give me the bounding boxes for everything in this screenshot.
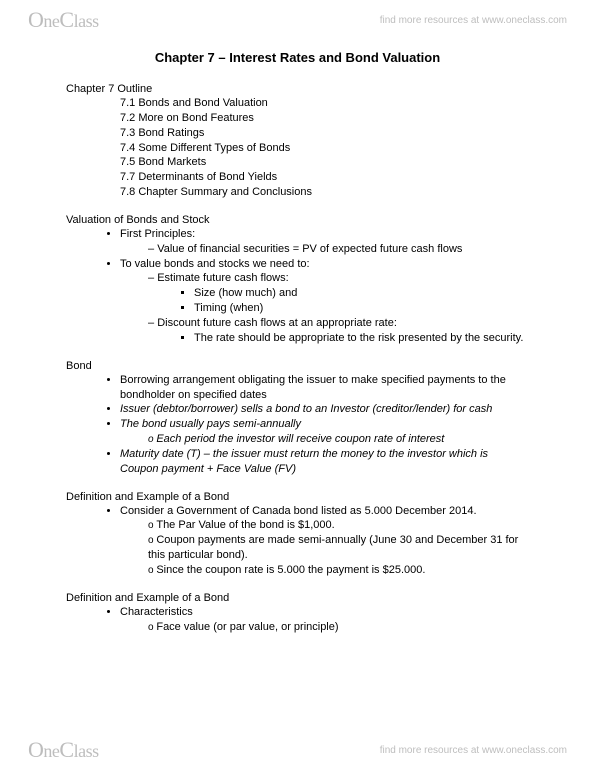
- watermark-bottom: OneClass find more resources at www.onec…: [0, 730, 595, 770]
- resources-link-bottom: find more resources at www.oneclass.com: [380, 745, 567, 756]
- list-item: Estimate future cash flows: Size (how mu…: [148, 271, 529, 316]
- outline-item: 7.1 Bonds and Bond Valuation: [120, 96, 529, 111]
- definition1-list: Consider a Government of Canada bond lis…: [120, 504, 529, 578]
- outline-list: 7.1 Bonds and Bond Valuation 7.2 More on…: [120, 96, 529, 200]
- item-text: Consider a Government of Canada bond lis…: [120, 505, 477, 517]
- outline-heading: Chapter 7 Outline: [66, 83, 529, 95]
- list-item: Face value (or par value, or principle): [148, 620, 529, 635]
- item-text: The rate should be appropriate to the ri…: [194, 332, 523, 344]
- logo-top: OneClass: [28, 7, 99, 33]
- item-text: To value bonds and stocks we need to:: [120, 258, 310, 270]
- item-text: Each period the investor will receive co…: [156, 433, 444, 445]
- outline-item: 7.4 Some Different Types of Bonds: [120, 141, 529, 156]
- item-text: The Par Value of the bond is $1,000.: [156, 519, 334, 531]
- list-item: Characteristics Face value (or par value…: [120, 605, 529, 635]
- resources-link-top: find more resources at www.oneclass.com: [380, 15, 567, 26]
- item-text: Issuer (debtor/borrower) sells a bond to…: [120, 403, 492, 415]
- item-text: Size (how much) and: [194, 287, 297, 299]
- list-item: To value bonds and stocks we need to: Es…: [120, 257, 529, 346]
- list-item: Coupon payments are made semi-annually (…: [148, 533, 529, 563]
- document-page: Chapter 7 – Interest Rates and Bond Valu…: [0, 0, 595, 684]
- list-item: Consider a Government of Canada bond lis…: [120, 504, 529, 578]
- list-item: Each period the investor will receive co…: [148, 432, 529, 447]
- list-item: Size (how much) and: [194, 286, 529, 301]
- valuation-list: First Principles: Value of financial sec…: [120, 227, 529, 346]
- item-text: Value of financial securities = PV of ex…: [157, 243, 462, 255]
- item-text: Borrowing arrangement obligating the iss…: [120, 374, 506, 401]
- item-text: Estimate future cash flows:: [157, 272, 288, 284]
- watermark-top: OneClass find more resources at www.onec…: [0, 0, 595, 40]
- item-text: Face value (or par value, or principle): [156, 621, 338, 633]
- list-item: The bond usually pays semi-annually Each…: [120, 417, 529, 447]
- outline-item: 7.5 Bond Markets: [120, 155, 529, 170]
- outline-item: 7.8 Chapter Summary and Conclusions: [120, 185, 529, 200]
- definition2-heading: Definition and Example of a Bond: [66, 592, 529, 604]
- item-text: The bond usually pays semi-annually: [120, 418, 301, 430]
- list-item: Since the coupon rate is 5.000 the payme…: [148, 563, 529, 578]
- list-item: Maturity date (T) – the issuer must retu…: [120, 447, 529, 477]
- outline-item: 7.3 Bond Ratings: [120, 126, 529, 141]
- outline-item: 7.2 More on Bond Features: [120, 111, 529, 126]
- bond-heading: Bond: [66, 360, 529, 372]
- list-item: The rate should be appropriate to the ri…: [194, 331, 529, 346]
- item-text: First Principles:: [120, 228, 195, 240]
- list-item: Borrowing arrangement obligating the iss…: [120, 373, 529, 403]
- list-item: Value of financial securities = PV of ex…: [148, 242, 529, 257]
- list-item: Discount future cash flows at an appropr…: [148, 316, 529, 346]
- item-text: Coupon payments are made semi-annually (…: [148, 534, 518, 561]
- item-text: Discount future cash flows at an appropr…: [157, 317, 397, 329]
- logo-bottom: OneClass: [28, 737, 99, 763]
- item-text: Since the coupon rate is 5.000 the payme…: [156, 564, 425, 576]
- valuation-heading: Valuation of Bonds and Stock: [66, 214, 529, 226]
- list-item: Issuer (debtor/borrower) sells a bond to…: [120, 402, 529, 417]
- item-text: Timing (when): [194, 302, 263, 314]
- list-item: The Par Value of the bond is $1,000.: [148, 518, 529, 533]
- chapter-title: Chapter 7 – Interest Rates and Bond Valu…: [66, 50, 529, 65]
- item-text: Maturity date (T) – the issuer must retu…: [120, 448, 488, 475]
- bond-list: Borrowing arrangement obligating the iss…: [120, 373, 529, 477]
- definition2-list: Characteristics Face value (or par value…: [120, 605, 529, 635]
- definition1-heading: Definition and Example of a Bond: [66, 491, 529, 503]
- outline-item: 7.7 Determinants of Bond Yields: [120, 170, 529, 185]
- item-text: Characteristics: [120, 606, 193, 618]
- list-item: First Principles: Value of financial sec…: [120, 227, 529, 257]
- list-item: Timing (when): [194, 301, 529, 316]
